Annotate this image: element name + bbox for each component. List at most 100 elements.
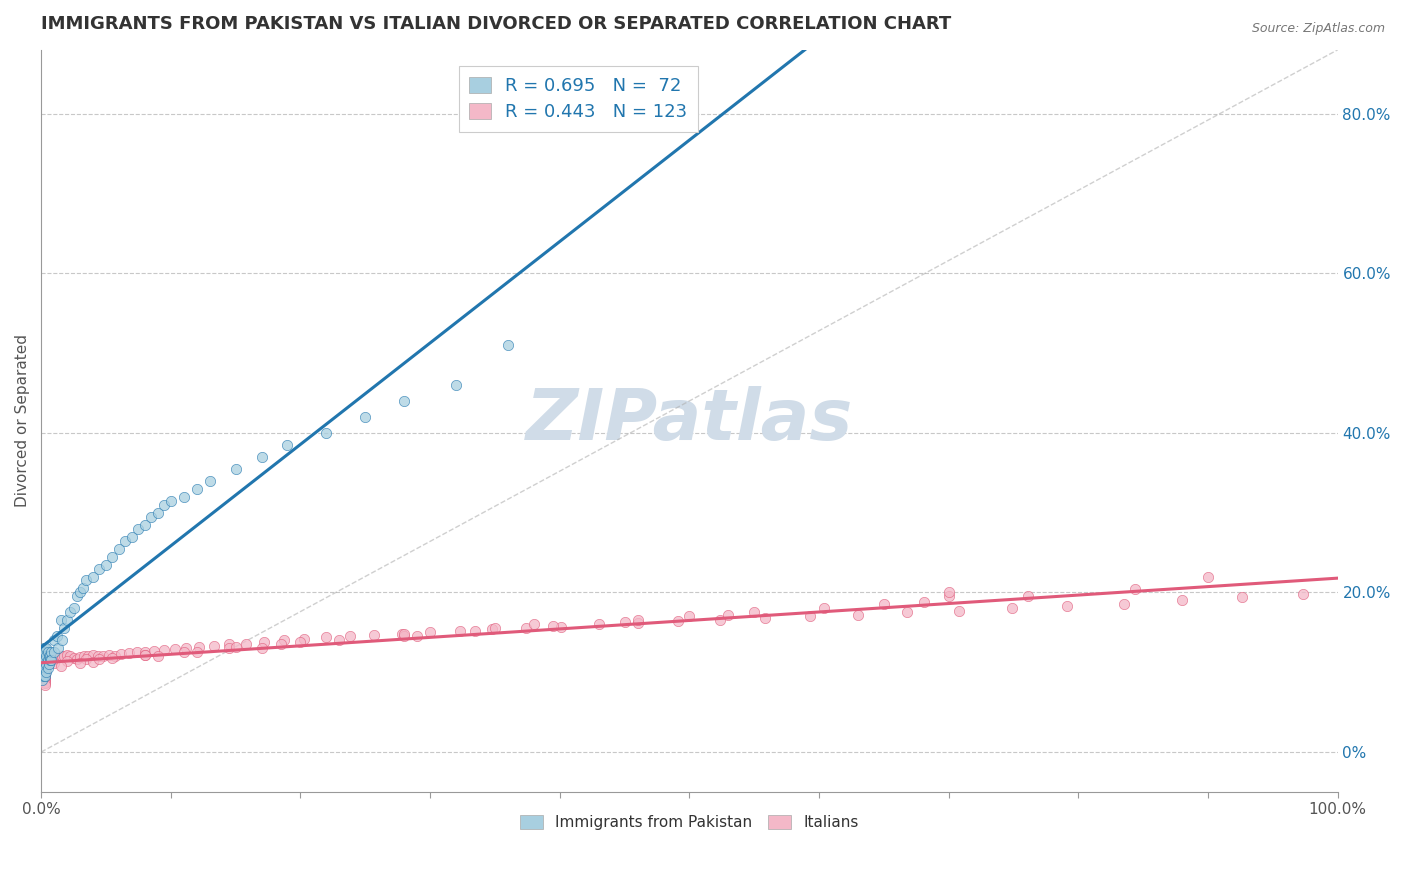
Y-axis label: Divorced or Separated: Divorced or Separated	[15, 334, 30, 508]
Point	[42, 652, 65, 666]
Point	[41, 653, 63, 667]
Point	[754, 611, 776, 625]
Point	[250, 450, 273, 464]
Point	[69, 656, 91, 670]
Point	[56, 614, 79, 628]
Point	[82, 655, 104, 669]
Point	[73, 649, 96, 664]
Point	[32, 645, 55, 659]
Point	[108, 541, 131, 556]
Point	[253, 635, 276, 649]
Point	[42, 645, 65, 659]
Point	[51, 649, 73, 664]
Point	[188, 640, 211, 654]
Point	[32, 649, 55, 664]
Point	[146, 649, 169, 664]
Point	[31, 645, 53, 659]
Point	[290, 635, 312, 649]
Point	[588, 617, 610, 632]
Point	[34, 676, 56, 690]
Point	[134, 517, 156, 532]
Point	[34, 641, 56, 656]
Point	[153, 498, 176, 512]
Point	[496, 338, 519, 352]
Point	[464, 624, 486, 638]
Point	[34, 678, 56, 692]
Point	[56, 648, 79, 662]
Point	[42, 656, 65, 670]
Point	[118, 646, 141, 660]
Point	[32, 641, 55, 656]
Point	[141, 509, 163, 524]
Point	[34, 663, 56, 677]
Point	[626, 614, 648, 628]
Text: Source: ZipAtlas.com: Source: ZipAtlas.com	[1251, 22, 1385, 36]
Point	[31, 653, 53, 667]
Point	[56, 654, 79, 668]
Point	[39, 653, 62, 667]
Point	[523, 617, 546, 632]
Point	[896, 606, 918, 620]
Point	[37, 653, 59, 667]
Point	[35, 649, 58, 664]
Point	[1171, 593, 1194, 607]
Point	[38, 656, 60, 670]
Point	[101, 549, 124, 564]
Point	[225, 640, 247, 654]
Point	[235, 636, 257, 650]
Point	[134, 644, 156, 658]
Point	[250, 641, 273, 656]
Point	[31, 673, 53, 688]
Point	[31, 669, 53, 683]
Point	[406, 629, 429, 643]
Point	[276, 438, 298, 452]
Point	[35, 657, 58, 672]
Point	[35, 652, 58, 666]
Point	[146, 506, 169, 520]
Point	[218, 641, 240, 656]
Point	[114, 533, 136, 548]
Text: IMMIGRANTS FROM PAKISTAN VS ITALIAN DIVORCED OR SEPARATED CORRELATION CHART: IMMIGRANTS FROM PAKISTAN VS ITALIAN DIVO…	[41, 15, 952, 33]
Point	[62, 651, 84, 665]
Legend: Immigrants from Pakistan, Italians: Immigrants from Pakistan, Italians	[515, 809, 865, 837]
Point	[1112, 597, 1135, 611]
Text: ZIPatlas: ZIPatlas	[526, 386, 853, 456]
Point	[121, 530, 143, 544]
Point	[53, 648, 76, 663]
Point	[104, 648, 127, 663]
Point	[125, 645, 148, 659]
Point	[1230, 591, 1253, 605]
Point	[315, 425, 337, 440]
Point	[515, 621, 537, 635]
Point	[76, 648, 98, 663]
Point	[35, 665, 58, 680]
Point	[1056, 599, 1078, 613]
Point	[72, 582, 94, 596]
Point	[31, 649, 53, 664]
Point	[225, 462, 247, 476]
Point	[391, 627, 413, 641]
Point	[481, 622, 503, 636]
Point	[34, 665, 56, 680]
Point	[613, 615, 636, 629]
Point	[270, 637, 292, 651]
Point	[550, 620, 572, 634]
Point	[41, 645, 63, 659]
Point	[186, 644, 208, 658]
Point	[51, 633, 73, 648]
Point	[48, 650, 70, 665]
Point	[32, 659, 55, 673]
Point	[153, 643, 176, 657]
Point	[202, 639, 225, 653]
Point	[59, 606, 82, 620]
Point	[31, 653, 53, 667]
Point	[76, 652, 98, 666]
Point	[39, 655, 62, 669]
Point	[142, 644, 165, 658]
Point	[392, 629, 415, 643]
Point	[813, 601, 835, 615]
Point	[97, 648, 120, 662]
Point	[37, 661, 59, 675]
Point	[717, 607, 740, 622]
Point	[66, 651, 89, 665]
